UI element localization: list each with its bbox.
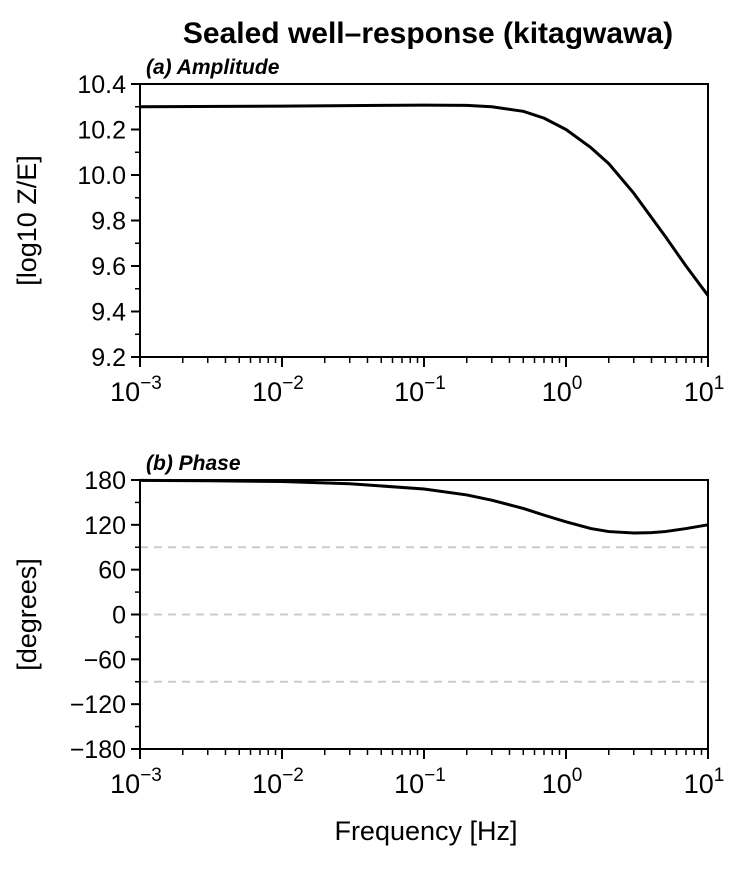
y-tick-label: 60 [98,557,126,585]
y-axis-label: [log10 Z/E] [12,155,42,286]
x-tick-label: 101 [684,765,725,799]
y-tick-label: 0 [112,602,126,630]
y-tick-label: 9.6 [91,253,126,281]
x-tick-label: 100 [542,765,583,799]
y-tick-label: 120 [84,512,126,540]
x-tick-label: 100 [542,373,583,407]
y-tick-label: −60 [84,646,126,674]
x-axis-label: Frequency [Hz] [334,816,517,846]
y-axis-label: [degrees] [12,558,42,671]
x-tick-label: 10−3 [110,373,162,407]
y-tick-label: −120 [70,691,126,719]
x-tick-label: 10−3 [110,765,162,799]
x-tick-label: 10−1 [394,765,446,799]
y-tick-label: 10.4 [77,71,126,99]
y-tick-label: 180 [84,467,126,495]
x-tick-label: 10−2 [252,765,304,799]
panel-label: (a) Amplitude [146,56,280,79]
y-tick-label: 10.2 [77,117,126,145]
y-tick-label: 9.4 [91,299,126,327]
y-tick-label: 10.0 [77,162,126,190]
data-line [139,103,710,297]
y-tick-label: 9.8 [91,208,126,236]
y-tick-label: 9.2 [91,344,126,372]
x-tick-label: 10−2 [252,373,304,407]
x-tick-label: 10−1 [394,373,446,407]
figure-title: Sealed well–response (kitagwawa) [183,17,673,50]
plot-frame [139,83,709,358]
data-line [139,478,709,535]
y-tick-label: −180 [70,736,126,764]
panel-label: (b) Phase [146,452,241,475]
amplitude-panel: 9.2 9.4 9.6 9.8 10.0 10.2 10.4 10−3 10−2 10−1 100 1… [12,56,724,407]
x-tick-label: 101 [684,373,725,407]
